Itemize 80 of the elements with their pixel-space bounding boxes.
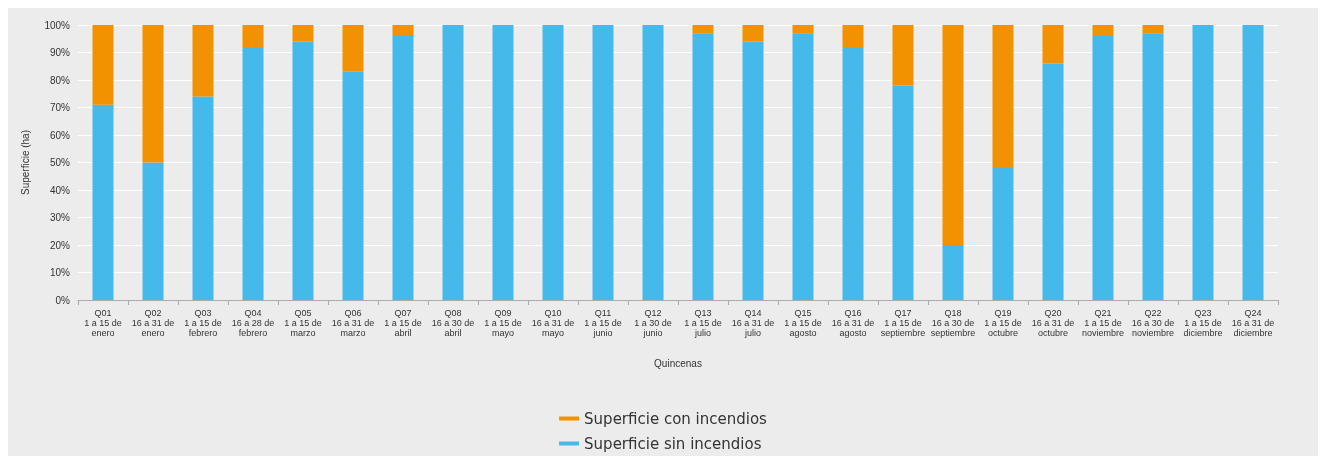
y-tick-label: 90% <box>49 47 71 58</box>
bar <box>192 96 214 300</box>
x-tick-label: Q07 1 a 15 de abril <box>384 308 422 338</box>
bar <box>92 104 114 300</box>
bar <box>242 25 264 47</box>
bar <box>542 25 564 300</box>
bar <box>242 47 264 300</box>
y-tick-label: 30% <box>49 212 71 223</box>
y-tick-label: 70% <box>49 102 71 113</box>
bar <box>992 25 1014 168</box>
bar <box>1242 25 1264 300</box>
bar <box>1092 25 1114 36</box>
bar <box>392 25 414 36</box>
bar <box>742 41 764 300</box>
x-tick-label: Q17 1 a 15 de septiembre <box>880 308 926 338</box>
x-tick-label: Q22 16 a 30 de noviembre <box>1131 308 1175 338</box>
x-tick-label: Q16 16 a 31 de agosto <box>831 308 875 338</box>
bar <box>92 25 114 105</box>
bar <box>1092 36 1114 300</box>
bar <box>192 25 214 97</box>
bar <box>892 25 914 86</box>
bar <box>942 25 964 245</box>
bar <box>1142 33 1164 300</box>
x-tick-label: Q05 1 a 15 de marzo <box>284 308 322 338</box>
bar <box>692 25 714 34</box>
y-tick-label: 100% <box>44 19 71 31</box>
x-tick-label: Q12 1 a 30 de junio <box>634 308 672 338</box>
y-axis-title: Superficie (ha) <box>19 129 31 196</box>
x-tick-label: Q11 1 a 15 de junio <box>584 308 622 338</box>
y-tick-label: 60% <box>49 129 71 141</box>
x-tick-label: Q18 16 a 30 de septiembre <box>930 308 976 338</box>
bar <box>792 33 814 300</box>
x-tick-label: Q14 16 a 31 de julio <box>731 308 775 338</box>
bar <box>792 25 814 34</box>
x-tick-label: Q15 1 a 15 de agosto <box>784 308 822 338</box>
x-tick-label: Q02 16 a 31 de enero <box>131 308 175 338</box>
x-tick-label: Q08 16 a 30 de abril <box>431 308 475 338</box>
y-tick-label: 80% <box>49 74 71 86</box>
bar <box>942 245 964 300</box>
x-axis-title: Quincenas <box>654 357 702 369</box>
x-tick-label: Q01 1 a 15 de enero <box>84 308 122 338</box>
x-tick-label: Q13 1 a 15 de julio <box>684 308 722 338</box>
bar <box>342 71 364 300</box>
bar <box>892 85 914 300</box>
x-tick-label: Q20 16 a 31 de octubre <box>1031 308 1075 338</box>
x-tick-label: Q04 16 a 28 de febrero <box>231 308 275 338</box>
x-tick-label: Q23 1 a 15 de diciembre <box>1183 308 1223 338</box>
bar <box>1142 25 1164 34</box>
y-tick-label: 50% <box>49 157 71 168</box>
bar <box>692 33 714 300</box>
x-tick-label: Q09 1 a 15 de mayo <box>484 308 522 338</box>
bar <box>842 47 864 300</box>
x-tick-label: Q24 16 a 31 de diciembre <box>1231 308 1275 338</box>
bar <box>292 25 314 42</box>
legend-label: Superficie sin incendios <box>584 434 762 453</box>
bar <box>592 25 614 300</box>
bar <box>842 25 864 47</box>
bar <box>1192 25 1214 300</box>
x-tick-label: Q19 1 a 15 de octubre <box>984 308 1022 338</box>
y-tick-label: 20% <box>49 239 71 251</box>
legend-label: Superficie con incendios <box>584 409 768 428</box>
bar <box>442 25 464 300</box>
y-tick-label: 10% <box>49 267 71 278</box>
x-tick-label: Q06 16 a 31 de marzo <box>331 308 375 338</box>
bar <box>642 25 664 300</box>
y-tick-label: 40% <box>49 184 71 196</box>
bar <box>1042 25 1064 64</box>
x-tick-label: Q03 1 a 15 de febrero <box>184 308 222 338</box>
bar <box>742 25 764 42</box>
bar <box>992 168 1014 300</box>
bar <box>142 25 164 163</box>
x-tick-label: Q10 16 a 31 de mayo <box>531 308 575 338</box>
y-tick-label: 0% <box>55 294 71 306</box>
bar <box>492 25 514 300</box>
bar <box>392 36 414 300</box>
x-tick-label: Q21 1 a 15 de noviembre <box>1081 308 1125 338</box>
bar <box>292 41 314 300</box>
bar <box>1042 63 1064 300</box>
bar <box>342 25 364 72</box>
bar <box>142 162 164 300</box>
